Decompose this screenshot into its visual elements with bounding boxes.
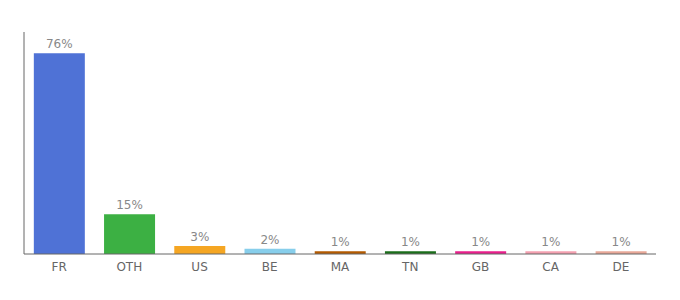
svg-text:MA: MA <box>331 260 350 274</box>
svg-text:US: US <box>191 260 207 274</box>
svg-text:1%: 1% <box>541 235 560 249</box>
svg-text:3%: 3% <box>190 230 209 244</box>
svg-text:FR: FR <box>51 260 66 274</box>
svg-text:GB: GB <box>472 260 490 274</box>
svg-text:OTH: OTH <box>116 260 142 274</box>
svg-text:1%: 1% <box>471 235 490 249</box>
svg-text:1%: 1% <box>331 235 350 249</box>
svg-text:1%: 1% <box>612 235 631 249</box>
svg-text:BE: BE <box>262 260 278 274</box>
svg-text:76%: 76% <box>46 37 73 51</box>
svg-text:DE: DE <box>612 260 629 274</box>
svg-text:2%: 2% <box>260 233 279 247</box>
svg-text:15%: 15% <box>116 198 143 212</box>
svg-text:1%: 1% <box>401 235 420 249</box>
svg-text:CA: CA <box>542 260 559 274</box>
svg-text:TN: TN <box>401 260 418 274</box>
